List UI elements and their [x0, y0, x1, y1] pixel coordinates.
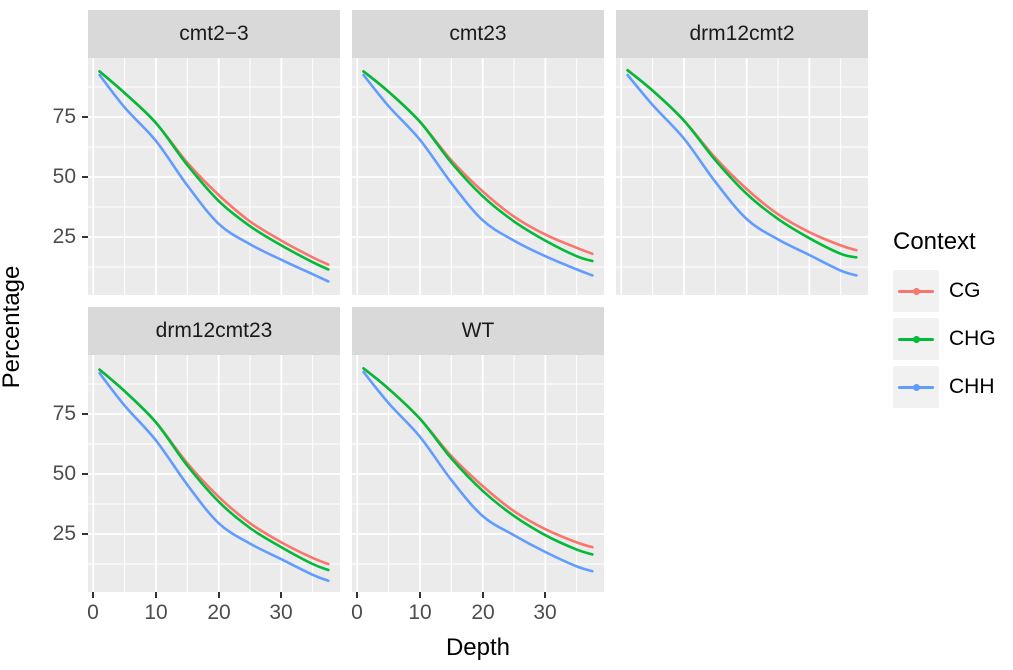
y-tick-mark [82, 413, 88, 415]
y-tick-mark [82, 473, 88, 475]
legend-label-chh: CHH [949, 375, 995, 398]
x-tick-label: 20 [207, 601, 231, 624]
legend-entry-cg: CG [893, 270, 996, 312]
x-tick-mark [419, 592, 421, 598]
legend-title: Context [893, 228, 976, 255]
y-tick-mark [82, 236, 88, 238]
major-gridlines [88, 355, 340, 592]
chg-line-key-icon [893, 318, 939, 360]
x-tick-mark [155, 592, 157, 598]
line-chg [362, 70, 594, 263]
x-tick-label: 30 [533, 601, 557, 624]
facet-panel-drm12cmt2 [616, 58, 868, 295]
facet-panel-cmt23 [352, 58, 604, 295]
y-tick-label: 50 [52, 165, 76, 188]
y-tick-mark [82, 116, 88, 118]
legend-label-chg: CHG [949, 327, 996, 350]
y-axis-title: Percentage [0, 265, 25, 389]
x-tick-label: 0 [351, 601, 363, 624]
facet-strip-WT: WT [352, 307, 604, 355]
facet-panel-cmt23 [88, 58, 340, 295]
x-tick-label: 10 [144, 601, 168, 624]
x-tick-mark [92, 592, 94, 598]
facet-strip-cmt23: cmt2−3 [88, 10, 340, 58]
facet-strip-cmt23: cmt23 [352, 10, 604, 58]
major-gridlines [352, 355, 604, 592]
facet-strip-drm12cmt23: drm12cmt23 [88, 307, 340, 355]
x-axis-title: Depth [445, 634, 511, 661]
line-chh [98, 371, 330, 583]
y-tick-label: 50 [52, 462, 76, 485]
x-tick-mark [544, 592, 546, 598]
major-gridlines [88, 58, 340, 295]
x-tick-mark [482, 592, 484, 598]
line-chg [98, 368, 330, 572]
facet-strip-drm12cmt2: drm12cmt2 [616, 10, 868, 58]
x-tick-mark [218, 592, 220, 598]
legend-label-cg: CG [949, 279, 981, 302]
line-chh [98, 73, 330, 283]
line-chg [362, 367, 594, 556]
major-gridlines [616, 58, 868, 295]
x-tick-label: 30 [269, 601, 293, 624]
facet-panel-WT [352, 355, 604, 592]
x-tick-label: 10 [408, 601, 432, 624]
line-chh [362, 370, 594, 573]
x-tick-mark [280, 592, 282, 598]
line-chg [626, 68, 858, 259]
y-tick-label: 75 [52, 105, 76, 128]
line-chh [362, 73, 594, 277]
y-tick-mark [82, 533, 88, 535]
y-tick-label: 25 [52, 225, 76, 248]
line-chg [98, 70, 330, 271]
facet-panel-drm12cmt23 [88, 355, 340, 592]
y-tick-label: 25 [52, 522, 76, 545]
x-tick-mark [356, 592, 358, 598]
y-tick-mark [82, 176, 88, 178]
legend-entry-chg: CHG [893, 318, 996, 360]
legend: Context CG CHG CHH [893, 228, 996, 414]
line-chh [626, 73, 858, 277]
chh-line-key-icon [893, 366, 939, 408]
y-tick-label: 75 [52, 402, 76, 425]
cg-line-key-icon [893, 270, 939, 312]
legend-entry-chh: CHH [893, 366, 996, 408]
x-tick-label: 20 [471, 601, 495, 624]
x-tick-label: 0 [87, 601, 99, 624]
